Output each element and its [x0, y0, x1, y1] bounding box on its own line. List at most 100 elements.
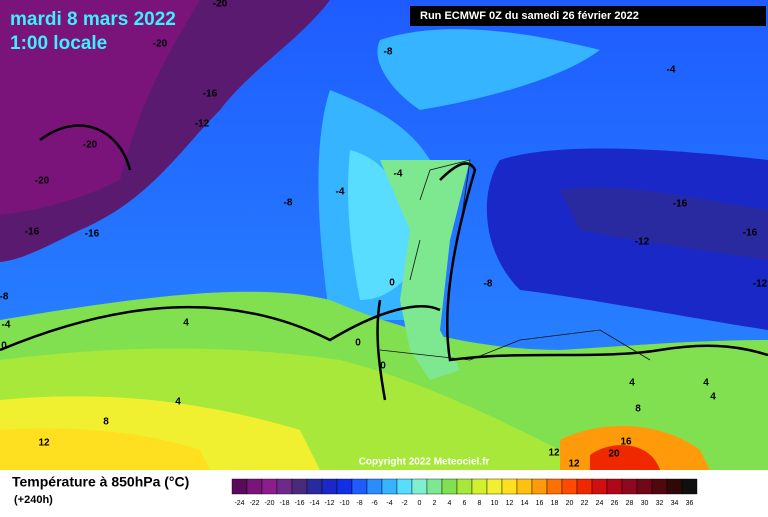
colorbar-cell [651, 478, 668, 495]
map [0, 0, 768, 470]
colorbar-tick-label: 18 [551, 500, 559, 507]
colorbar: -24 -22 -20 -18 -16 -14 -12 -10 -8 -6 -4 -2 0 2 4 6 8 10 1… [231, 478, 698, 507]
colorbar-tick-label: 2 [433, 500, 437, 507]
time-title: 1:00 locale [10, 33, 107, 54]
contour-label: -8 [384, 47, 393, 58]
contour-label: 4 [183, 318, 189, 329]
colorbar-cell [576, 478, 593, 495]
colorbar-tick-label: -22 [249, 500, 259, 507]
colorbar-cell [351, 478, 368, 495]
colorbar-cell [366, 478, 383, 495]
colorbar-tick-label: 32 [656, 500, 664, 507]
contour-label: 12 [548, 448, 560, 459]
colorbar-cell [546, 478, 563, 495]
colorbar-tick-label: -12 [324, 500, 334, 507]
contour-label: -16 [25, 227, 40, 238]
colorbar-tick-label: -4 [386, 500, 392, 507]
colorbar-tick-label: 30 [641, 500, 649, 507]
colorbar-tick-label: 34 [671, 500, 679, 507]
colorbar-cell [516, 478, 533, 495]
colorbar-cell [636, 478, 653, 495]
colorbar-tick-label: 4 [448, 500, 452, 507]
colorbar-cell [426, 478, 443, 495]
colorbar-tick-label: 0 [418, 500, 422, 507]
colorbar-tick-label: -14 [309, 500, 319, 507]
legend-title: Température à 850hPa (°C) [12, 474, 189, 490]
contour-label: -16 [85, 229, 100, 240]
contour-label: 0 [355, 338, 361, 349]
colorbar-cell [441, 478, 458, 495]
contour-label: -16 [743, 228, 758, 239]
contour-label: 0 [380, 361, 386, 372]
colorbar-cell [321, 478, 338, 495]
contour-label: -20 [35, 176, 50, 187]
contour-label: -20 [213, 0, 228, 10]
contour-label: 4 [710, 392, 716, 403]
contour-label: -4 [336, 187, 345, 198]
contour-label: 8 [103, 417, 109, 428]
contour-label: -8 [284, 198, 293, 209]
colorbar-cell [681, 478, 698, 495]
colorbar-tick-label: 20 [566, 500, 574, 507]
colorbar-cell [261, 478, 278, 495]
contour-label: -16 [673, 199, 688, 210]
colorbar-tick-label: 36 [686, 500, 694, 507]
contour-label: 8 [635, 404, 641, 415]
colorbar-tick-label: -10 [339, 500, 349, 507]
colorbar-tick-label: 6 [463, 500, 467, 507]
contour-label: 4 [703, 378, 709, 389]
colorbar-cell [456, 478, 473, 495]
colorbar-tick-label: -24 [234, 500, 244, 507]
contour-label: 12 [38, 438, 50, 449]
colorbar-cell [381, 478, 398, 495]
colorbar-cell [396, 478, 413, 495]
contour-label: -8 [484, 279, 493, 290]
colorbar-tick-label: -20 [264, 500, 274, 507]
contour-label: -20 [153, 39, 168, 50]
colorbar-tick-label: 24 [596, 500, 604, 507]
colorbar-cell [336, 478, 353, 495]
colorbar-cell [246, 478, 263, 495]
contour-label: -8 [0, 292, 9, 303]
colorbar-cell [561, 478, 578, 495]
copyright: Copyright 2022 Meteociel.fr [359, 457, 490, 468]
colorbar-tick-label: 12 [506, 500, 514, 507]
colorbar-cell [486, 478, 503, 495]
colorbar-cell [291, 478, 308, 495]
contour-label: 0 [1, 341, 7, 352]
contour-label: 4 [629, 378, 635, 389]
colorbar-cell [411, 478, 428, 495]
contour-label: -12 [753, 279, 768, 290]
colorbar-cell [621, 478, 638, 495]
run-info: Run ECMWF 0Z du samedi 26 février 2022 [420, 10, 639, 22]
contour-label: 4 [175, 397, 181, 408]
colorbar-tick-label: 28 [626, 500, 634, 507]
contour-label: -4 [667, 65, 676, 76]
contour-label: 0 [389, 278, 395, 289]
colorbar-tick-label: 8 [478, 500, 482, 507]
colorbar-cell [666, 478, 683, 495]
colorbar-tick-label: 22 [581, 500, 589, 507]
contour-label: -4 [2, 320, 11, 331]
contour-label: 12 [568, 459, 580, 470]
contour-label: -12 [195, 119, 210, 130]
contour-label: 16 [620, 437, 632, 448]
run-box [410, 6, 766, 26]
colorbar-tick-label: -2 [401, 500, 407, 507]
colorbar-cell [231, 478, 248, 495]
colorbar-tick-label: 14 [521, 500, 529, 507]
contour-label: -12 [635, 237, 650, 248]
date-title: mardi 8 mars 2022 [10, 9, 176, 30]
colorbar-tick-label: 16 [536, 500, 544, 507]
colorbar-tick-label: -8 [356, 500, 362, 507]
colorbar-cell [471, 478, 488, 495]
colorbar-tick-label: 10 [491, 500, 499, 507]
contour-label: -16 [203, 89, 218, 100]
contour-label: -4 [394, 169, 403, 180]
colorbar-tick-label: -6 [371, 500, 377, 507]
colorbar-cell [531, 478, 548, 495]
colorbar-cell [306, 478, 323, 495]
legend-lead: (+240h) [14, 494, 53, 506]
colorbar-tick-label: 26 [611, 500, 619, 507]
